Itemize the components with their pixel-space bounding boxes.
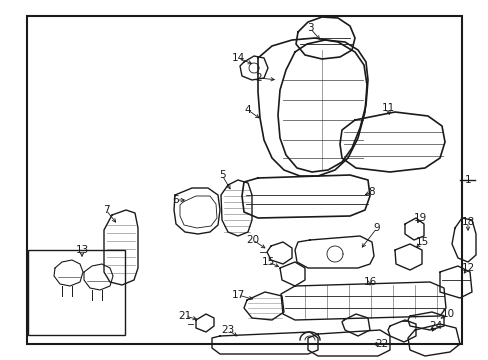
Text: 15: 15 <box>414 237 428 247</box>
Text: 12: 12 <box>461 263 474 273</box>
Text: 20: 20 <box>246 235 259 245</box>
Bar <box>27 16 461 344</box>
Text: 19: 19 <box>412 213 426 223</box>
Bar <box>28 250 124 335</box>
Text: 11: 11 <box>381 103 394 113</box>
Text: 15: 15 <box>261 257 274 267</box>
Text: 7: 7 <box>102 205 109 215</box>
Text: 1: 1 <box>464 175 470 185</box>
Text: 21: 21 <box>178 311 191 321</box>
Text: 5: 5 <box>218 170 225 180</box>
Text: 14: 14 <box>231 53 244 63</box>
Text: 9: 9 <box>373 223 380 233</box>
Text: 13: 13 <box>75 245 88 255</box>
Text: 23: 23 <box>221 325 234 335</box>
Text: 2: 2 <box>255 73 262 83</box>
Text: 8: 8 <box>368 187 375 197</box>
Text: 22: 22 <box>375 339 388 349</box>
Text: 10: 10 <box>441 309 454 319</box>
Text: 16: 16 <box>363 277 376 287</box>
Text: 18: 18 <box>461 217 474 227</box>
Text: 17: 17 <box>231 290 244 300</box>
Text: 3: 3 <box>306 23 313 33</box>
Text: 6: 6 <box>172 195 179 205</box>
Text: 4: 4 <box>244 105 251 115</box>
Text: 24: 24 <box>428 321 442 331</box>
